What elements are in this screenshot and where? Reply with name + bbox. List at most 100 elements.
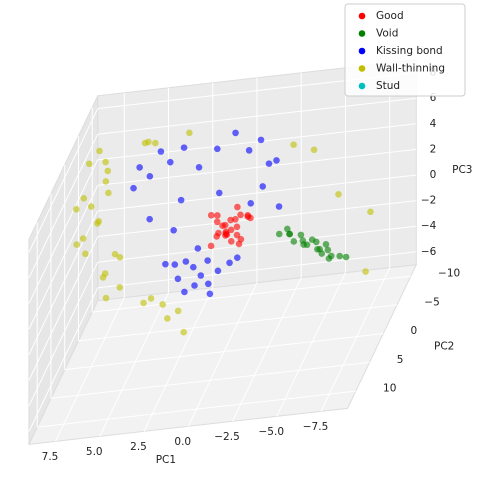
point <box>265 160 273 167</box>
grid-line <box>232 277 302 422</box>
point <box>116 253 124 261</box>
legend-label: Wall-thinning <box>376 63 445 75</box>
legend-marker <box>358 47 366 55</box>
point <box>342 253 350 261</box>
point <box>102 178 110 185</box>
point <box>247 200 255 207</box>
point <box>80 195 88 202</box>
z-axis-label: PC3 <box>452 164 472 176</box>
z-tick-label: 4 <box>430 118 437 130</box>
grid-line <box>97 251 417 289</box>
z-tick-label: −4 <box>421 220 437 232</box>
point <box>204 280 212 288</box>
point <box>174 275 182 283</box>
grid-line <box>78 304 398 342</box>
grid-line <box>64 333 384 371</box>
x-tick-label: −7.5 <box>303 421 329 433</box>
legend-label: Kissing bond <box>376 45 443 57</box>
point <box>273 157 280 164</box>
z-tick-label: −6 <box>421 246 437 258</box>
point <box>99 274 107 281</box>
grid-line <box>97 200 417 238</box>
x-tick-label: 0.0 <box>174 436 191 448</box>
grid-line <box>28 236 99 381</box>
grid-line <box>97 225 417 263</box>
point <box>286 230 294 238</box>
z-tick-label: −2 <box>421 195 436 207</box>
grid-line <box>97 174 417 212</box>
point <box>171 261 179 268</box>
point <box>204 257 211 264</box>
point <box>170 226 177 234</box>
point <box>194 245 202 252</box>
point <box>147 295 155 302</box>
point <box>180 144 188 151</box>
y-tick-label: −5 <box>424 296 439 308</box>
point <box>159 301 166 308</box>
grid-line <box>28 108 99 253</box>
point <box>215 189 223 197</box>
point <box>227 226 235 234</box>
point <box>167 158 174 166</box>
point <box>367 208 374 216</box>
point <box>335 191 342 198</box>
point <box>213 218 221 226</box>
grid-line <box>50 361 370 399</box>
legend-marker <box>358 65 366 72</box>
y-axis-label: PC2 <box>434 340 454 352</box>
point <box>146 215 153 223</box>
point <box>233 223 241 231</box>
x-tick-label: 7.5 <box>42 451 59 463</box>
y-tick-label: 5 <box>397 354 404 366</box>
legend-label: Void <box>376 28 398 40</box>
point <box>181 288 188 296</box>
point <box>284 225 291 233</box>
point <box>226 259 233 267</box>
point <box>174 307 182 315</box>
point <box>322 241 330 248</box>
point <box>215 229 222 237</box>
point <box>244 213 252 220</box>
point <box>232 129 239 137</box>
point <box>232 216 239 223</box>
point <box>191 282 198 289</box>
point <box>214 145 221 153</box>
point <box>136 164 143 171</box>
point <box>87 203 95 210</box>
point <box>140 299 147 307</box>
grid-line <box>97 97 417 135</box>
point <box>73 241 80 248</box>
point <box>186 129 193 137</box>
point <box>102 158 109 166</box>
legend-marker <box>358 12 366 20</box>
point <box>324 246 332 254</box>
point <box>145 138 152 146</box>
x-axis-label: PC1 <box>156 454 176 466</box>
point <box>157 148 165 155</box>
point <box>310 146 318 154</box>
point <box>235 240 243 248</box>
point <box>297 231 305 239</box>
point <box>130 184 137 192</box>
point <box>79 235 87 242</box>
point <box>290 238 298 245</box>
grid-line <box>92 275 411 313</box>
point <box>362 268 369 275</box>
point <box>308 236 316 243</box>
grid-line <box>187 282 258 427</box>
point <box>245 147 253 154</box>
point <box>152 139 159 147</box>
point <box>207 242 215 250</box>
grid-line <box>28 210 99 355</box>
point <box>214 212 221 219</box>
point <box>197 272 205 279</box>
point <box>318 250 326 257</box>
point <box>73 205 80 213</box>
z-tick-label: 0 <box>430 169 437 181</box>
point <box>290 141 297 148</box>
point <box>314 245 321 253</box>
grid-line <box>28 185 99 330</box>
y-tick-label: 10 <box>383 383 396 395</box>
grid-line <box>28 133 99 279</box>
point <box>116 284 124 291</box>
